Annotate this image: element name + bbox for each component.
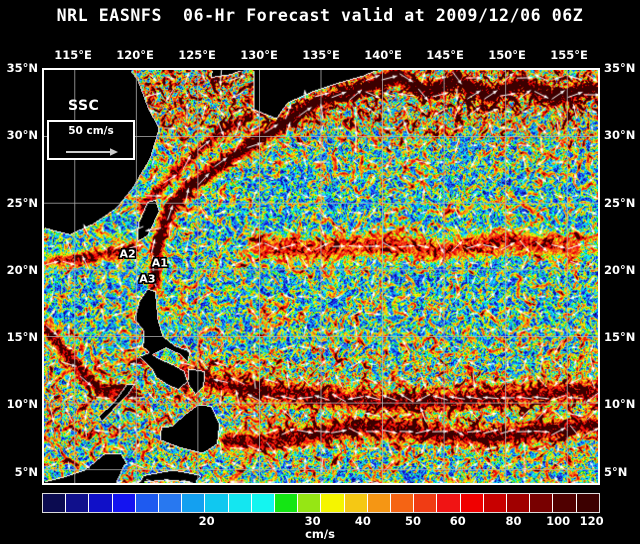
colorbar-swatch (391, 494, 415, 512)
vector-scale-arrow-icon (66, 148, 118, 156)
latitude-tick-label-right: 10°N (604, 397, 636, 412)
latitude-tick-label-right: 25°N (604, 195, 636, 210)
map-plot-area[interactable] (42, 68, 600, 485)
longitude-tick-label: 135°E (302, 48, 340, 62)
latitude-tick-label-right: 30°N (604, 128, 636, 143)
longitude-tick-label: 125°E (178, 48, 216, 62)
latitude-tick-label-left: 15°N (6, 330, 38, 345)
colorbar-swatch (66, 494, 90, 512)
longitude-tick-label: 115°E (54, 48, 92, 62)
colorbar-swatch (460, 494, 484, 512)
colorbar-swatch (507, 494, 531, 512)
longitude-tick-label: 130°E (240, 48, 278, 62)
colorbar-swatch (576, 494, 599, 512)
colorbar-swatch (367, 494, 392, 512)
colorbar-swatch (553, 494, 577, 512)
colorbar-tick-label: 50 (405, 514, 422, 528)
vector-scale-key: 50 cm/s (47, 120, 135, 160)
colorbar-swatch (43, 494, 67, 512)
longitude-tick-label: 120°E (116, 48, 154, 62)
colorbar-swatch (135, 494, 160, 512)
colorbar-swatch (228, 494, 252, 512)
latitude-tick-label-right: 15°N (604, 330, 636, 345)
colorbar-tick-label: 100 (546, 514, 571, 528)
colorbar-swatch (414, 494, 438, 512)
eddy-label-a1: A1 (151, 256, 168, 270)
colorbar-tick-label: 40 (354, 514, 371, 528)
colorbar-swatch (182, 494, 206, 512)
colorbar-swatch (530, 494, 554, 512)
colorbar-tick-label: 20 (198, 514, 215, 528)
longitude-tick-label: 155°E (550, 48, 588, 62)
colorbar-swatch (275, 494, 299, 512)
colorbar-tick-label: 120 (579, 514, 604, 528)
colorbar-swatch (205, 494, 229, 512)
vector-scale-label: 50 cm/s (68, 125, 114, 137)
latitude-tick-label-left: 20°N (6, 262, 38, 277)
colorbar-swatch (344, 494, 368, 512)
latitude-tick-label-right: 5°N (604, 464, 628, 479)
colorbar-unit-label: cm/s (305, 527, 335, 541)
colorbar-swatch (483, 494, 508, 512)
field-label: SSC (68, 98, 100, 114)
latitude-tick-label-left: 10°N (6, 397, 38, 412)
longitude-tick-label: 150°E (488, 48, 526, 62)
eddy-label-a3: A3 (139, 272, 156, 286)
colorbar-swatch (321, 494, 345, 512)
colorbar-swatch (437, 494, 461, 512)
colorbar-tick-label: 60 (449, 514, 466, 528)
colorbar-tick-label: 30 (304, 514, 321, 528)
latitude-tick-label-left: 5°N (14, 464, 38, 479)
eddy-label-a2: A2 (119, 247, 136, 261)
latitude-tick-label-left: 25°N (6, 195, 38, 210)
latitude-tick-label-right: 35°N (604, 61, 636, 75)
longitude-tick-label: 145°E (426, 48, 464, 62)
colorbar-swatch (112, 494, 136, 512)
latitude-tick-label-left: 30°N (6, 128, 38, 143)
longitude-tick-label: 140°E (364, 48, 402, 62)
latitude-tick-label-right: 20°N (604, 262, 636, 277)
colorbar-swatch (159, 494, 183, 512)
page-title: NRL EASNFS 06-Hr Forecast valid at 2009/… (56, 6, 584, 25)
latitude-tick-label-left: 35°N (6, 61, 38, 75)
colorbar[interactable] (42, 493, 600, 513)
colorbar-swatch (89, 494, 113, 512)
colorbar-tick-label: 80 (505, 514, 522, 528)
colorbar-swatch (298, 494, 322, 512)
colorbar-swatch (251, 494, 276, 512)
